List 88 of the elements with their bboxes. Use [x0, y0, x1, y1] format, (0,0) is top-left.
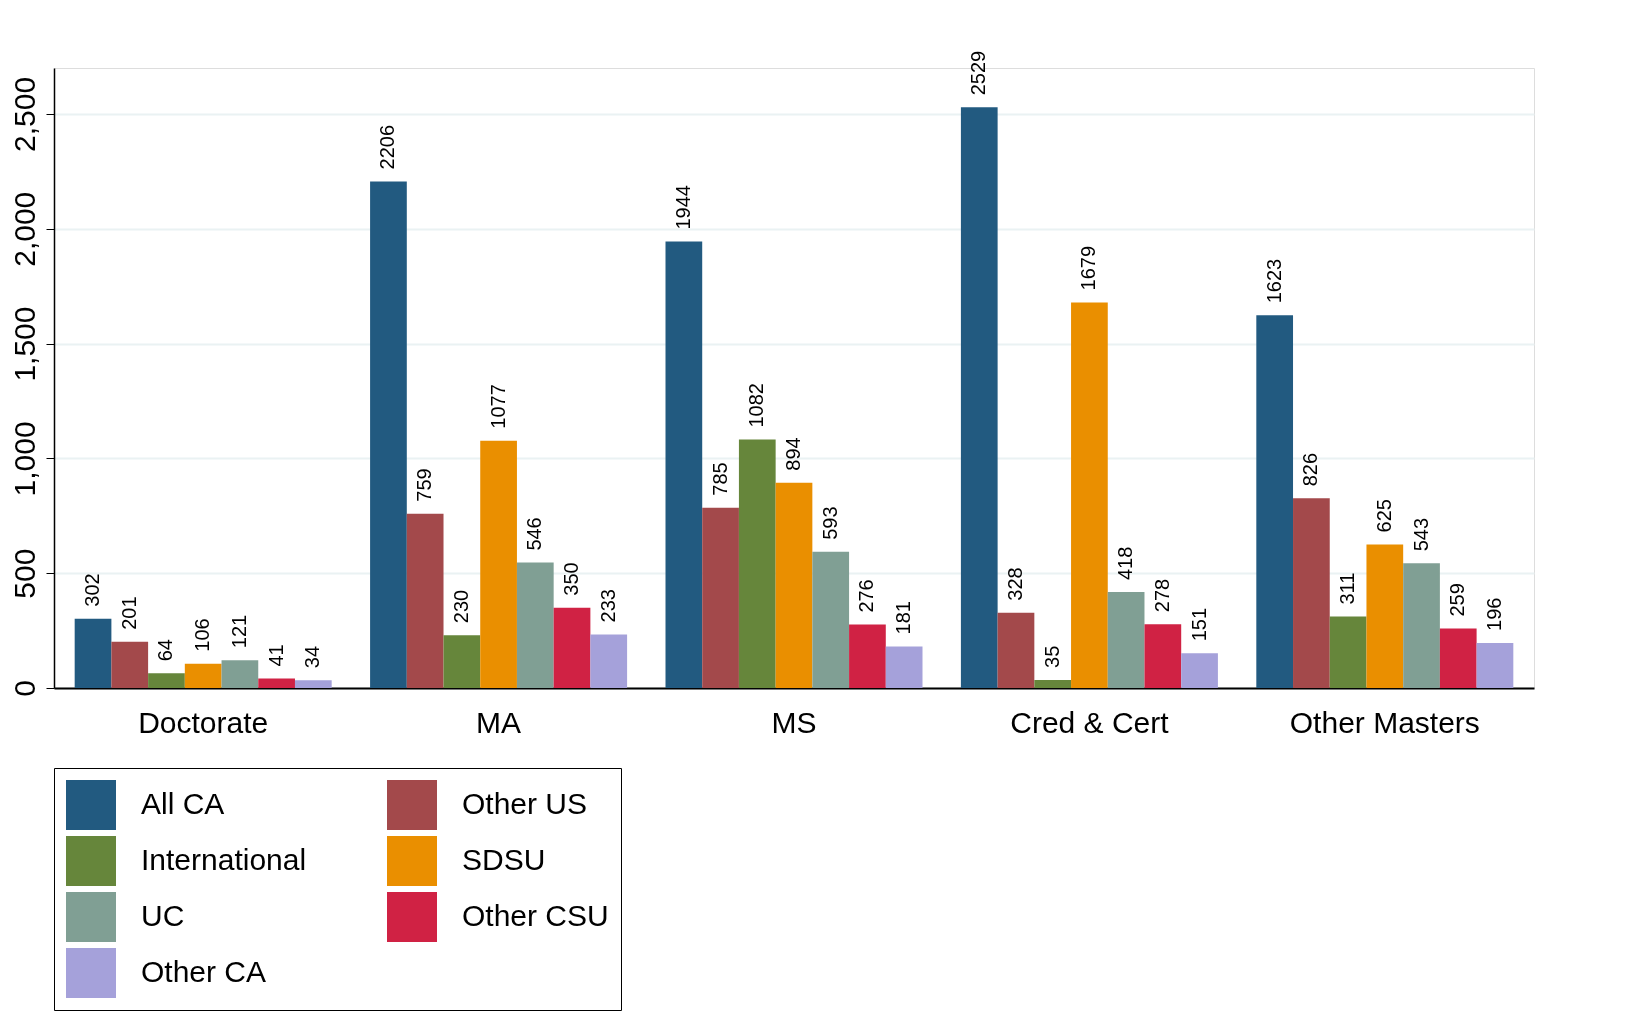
data-label: 350 [560, 562, 583, 596]
bar [516, 562, 554, 688]
bar [258, 678, 295, 688]
bar [1439, 628, 1477, 688]
x-tick-label: Doctorate [138, 705, 269, 739]
data-label: 543 [1409, 517, 1432, 552]
bar [406, 513, 444, 688]
data-label: 546 [523, 517, 546, 551]
data-label: 2206 [376, 124, 399, 170]
bar [1144, 624, 1182, 688]
data-label: 151 [1187, 607, 1210, 642]
data-label: 233 [596, 589, 619, 623]
data-label: 625 [1372, 499, 1395, 533]
legend-label: International [141, 843, 307, 876]
data-label: 2529 [967, 50, 990, 96]
data-label: 34 [301, 645, 324, 669]
legend-label: UC [141, 899, 185, 932]
bar [553, 607, 591, 688]
data-label: 181 [892, 601, 915, 635]
bar [184, 663, 222, 688]
legend-label: Other US [462, 787, 588, 820]
data-label: 1679 [1077, 245, 1100, 291]
bar [775, 482, 813, 688]
bar [1071, 302, 1108, 688]
bar [997, 612, 1035, 688]
data-label: 785 [708, 462, 731, 496]
data-label: 311 [1336, 572, 1359, 605]
bar [885, 646, 923, 688]
y-tick-label: 1,500 [7, 306, 41, 382]
bar [1256, 315, 1294, 688]
bar [1181, 653, 1218, 688]
bar [1476, 642, 1514, 688]
data-label: 1077 [486, 384, 509, 429]
data-label: 302 [81, 573, 104, 607]
data-label: 121 [227, 614, 250, 649]
data-label: 64 [154, 639, 177, 662]
data-label: 201 [117, 596, 140, 630]
y-tick-label: 0 [7, 680, 41, 697]
x-tick-label: MA [476, 705, 522, 739]
data-label: 230 [449, 589, 472, 624]
data-label: 35 [1040, 645, 1063, 668]
x-tick-label: MS [771, 705, 817, 739]
y-tick-label: 2,000 [7, 191, 41, 267]
data-label: 826 [1299, 452, 1322, 487]
data-label: 259 [1446, 583, 1469, 617]
data-label: 1944 [671, 185, 694, 230]
bar [148, 673, 185, 688]
bar [960, 107, 998, 688]
bar [74, 618, 112, 688]
data-label: 106 [191, 618, 214, 652]
data-label: 894 [782, 437, 804, 471]
legend-label: SDSU [462, 843, 546, 876]
data-label: 1623 [1262, 258, 1285, 304]
data-label: 593 [818, 506, 841, 540]
bar [1329, 616, 1367, 688]
data-label: 328 [1003, 567, 1026, 601]
y-tick-label: 1,000 [7, 421, 41, 497]
bar [1403, 563, 1440, 688]
bar [111, 641, 149, 688]
bar [1107, 592, 1145, 688]
legend-label: Other CSU [462, 899, 609, 932]
bar [1034, 679, 1072, 688]
bar [665, 241, 703, 688]
bar [849, 624, 886, 688]
y-tick-label: 500 [7, 548, 41, 599]
data-label: 278 [1150, 578, 1173, 613]
x-tick-label: Cred & Cert [1010, 705, 1170, 739]
bar [294, 680, 332, 688]
data-label: 41 [264, 644, 287, 667]
legend-label: All CA [141, 787, 225, 820]
data-label: 276 [855, 579, 878, 613]
bar [443, 635, 481, 688]
data-label: 196 [1482, 597, 1505, 631]
data-label: 1082 [745, 383, 768, 428]
bar [370, 181, 407, 688]
bar [738, 439, 776, 688]
data-label: 759 [413, 468, 436, 502]
bar [1366, 544, 1404, 688]
bar [221, 660, 259, 688]
bar [480, 440, 517, 688]
y-tick-label: 2,500 [7, 76, 41, 152]
bar [812, 551, 850, 688]
bar [590, 634, 628, 688]
data-label: 418 [1114, 546, 1137, 581]
bar [1293, 498, 1330, 688]
x-tick-label: Other Masters [1289, 705, 1480, 739]
legend-label: Other CA [141, 955, 267, 988]
bar [702, 507, 739, 688]
